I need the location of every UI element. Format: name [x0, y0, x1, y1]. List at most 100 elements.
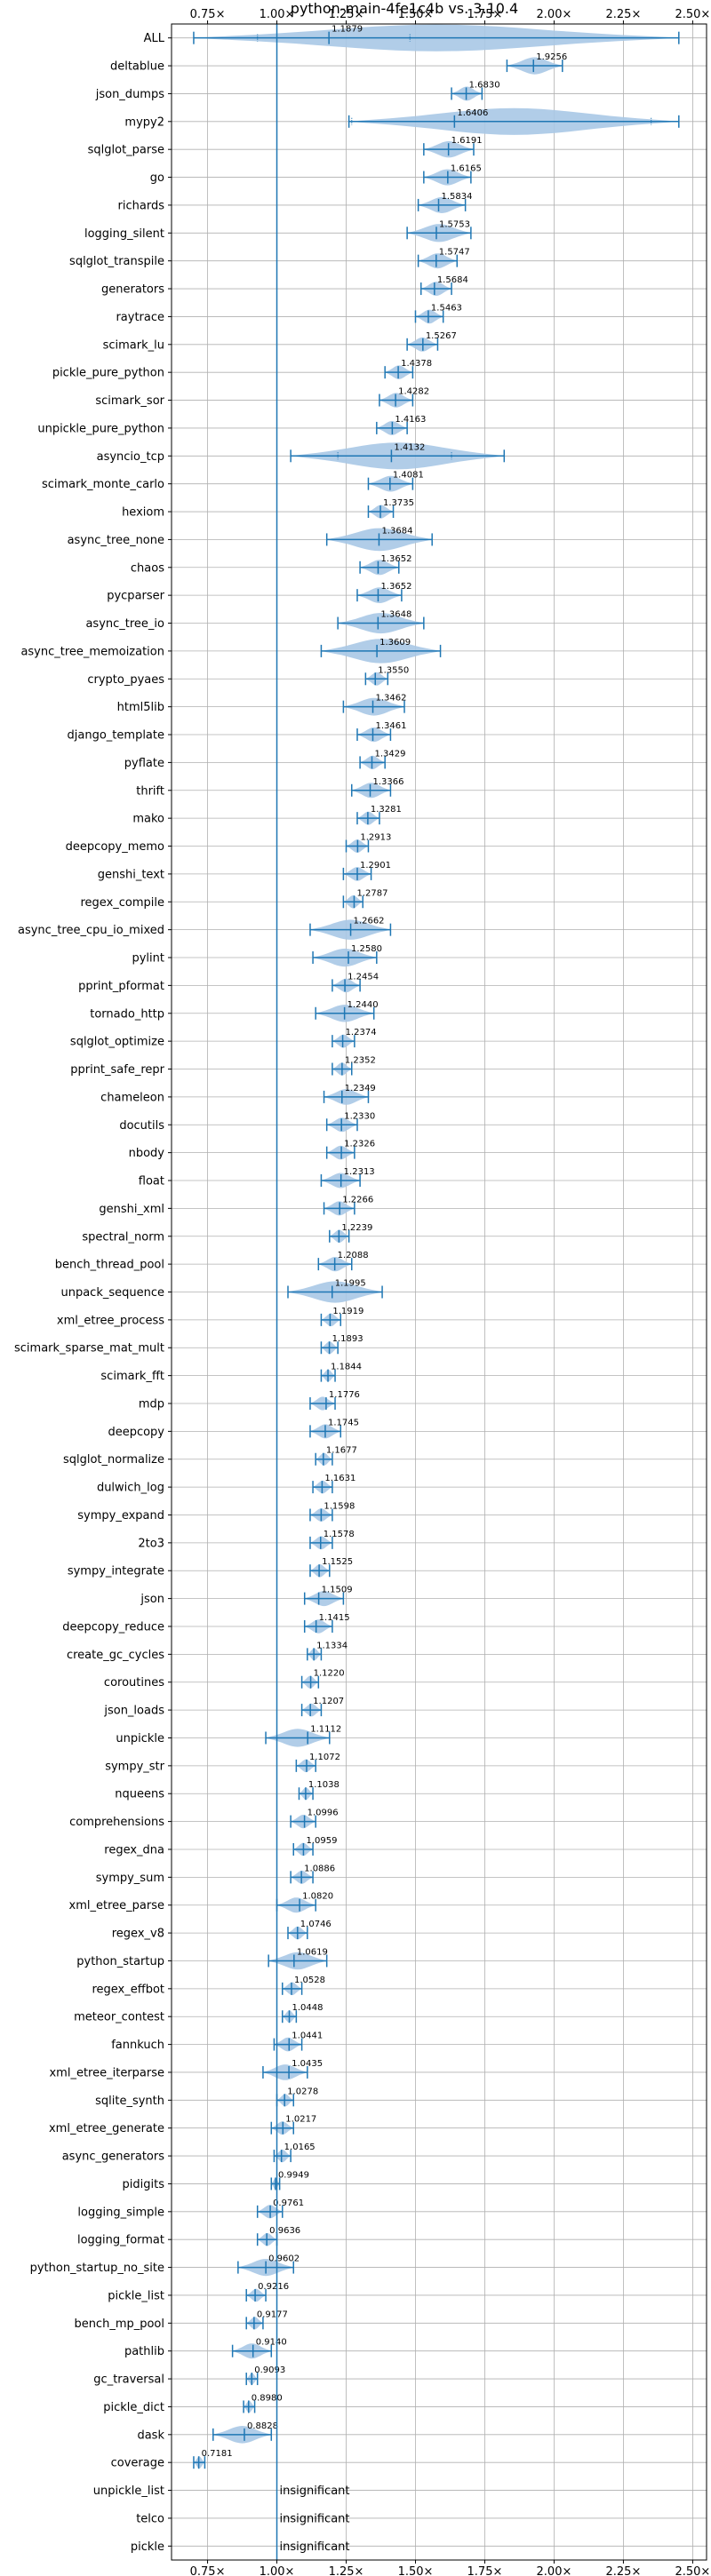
- data-label: 1.1525: [322, 1557, 353, 1567]
- data-label: 1.1598: [324, 1501, 355, 1511]
- y-tick-label: scimark_sparse_mat_mult: [14, 1342, 164, 1356]
- data-label: 1.0619: [297, 1947, 328, 1957]
- y-tick-label: pprint_pformat: [78, 980, 164, 993]
- data-label: 0.9177: [257, 2310, 288, 2319]
- y-tick-label: hexiom: [122, 506, 164, 520]
- y-tick-label: sqlglot_optimize: [70, 1036, 164, 1049]
- data-label: 1.0217: [285, 2115, 316, 2125]
- data-label: 1.2374: [346, 1028, 377, 1038]
- data-label: 1.1207: [313, 1697, 344, 1706]
- data-label: 1.5684: [437, 275, 468, 285]
- data-label: 1.9256: [536, 52, 567, 62]
- y-tick-label: spectral_norm: [82, 1230, 164, 1244]
- y-tick-label: generators: [101, 283, 164, 297]
- data-label: 1.5747: [439, 248, 470, 258]
- y-tick-label: unpack_sequence: [60, 1286, 164, 1300]
- y-tick-label: regex_dna: [104, 1843, 164, 1856]
- data-label: 1.3366: [373, 777, 404, 787]
- y-tick-label: regex_compile: [80, 896, 164, 910]
- x-tick-label-bottom: 1.25×: [329, 2565, 364, 2576]
- x-tick-label-top: 2.25×: [606, 8, 642, 21]
- insignificant-label: insignificant: [280, 2485, 350, 2498]
- y-tick-label: go: [150, 171, 164, 185]
- data-label: 0.9140: [256, 2338, 287, 2348]
- y-tick-label: sympy_expand: [77, 1509, 164, 1523]
- data-label: 1.2913: [360, 833, 391, 843]
- data-label: 1.2662: [354, 917, 385, 926]
- data-label: 0.9949: [278, 2170, 309, 2180]
- y-tick-label: chameleon: [100, 1091, 164, 1104]
- data-label: 1.1578: [324, 1530, 355, 1539]
- y-tick-label: regex_v8: [112, 1928, 164, 1941]
- chart-title: python-main-4fe1c4b vs. 3.10.4: [291, 0, 518, 17]
- x-tick-label-top: 1.50×: [398, 8, 434, 21]
- data-label: 1.1879: [332, 25, 363, 35]
- y-tick-label: pickle_list: [108, 2289, 164, 2302]
- data-label: 1.6830: [469, 80, 500, 90]
- y-tick-label: dulwich_log: [97, 1482, 164, 1495]
- data-label: 1.4282: [398, 387, 429, 397]
- data-label: 0.7181: [202, 2449, 233, 2459]
- data-label: 1.1919: [332, 1307, 363, 1316]
- data-label: 0.8828: [247, 2421, 278, 2431]
- y-tick-label: deepcopy_memo: [66, 840, 164, 854]
- data-label: 1.5834: [442, 192, 473, 202]
- x-axis-top: 0.75× 1.00× 1.25× 1.50× 1.75× 2.00× 2.25× 2.50×: [190, 8, 710, 24]
- x-tick-label-top: 2.00×: [537, 8, 572, 21]
- data-label: 1.2787: [356, 888, 387, 898]
- y-tick-label: meteor_contest: [74, 2011, 164, 2024]
- y-tick-label: mdp: [139, 1397, 164, 1411]
- y-tick-label: sqlglot_normalize: [63, 1453, 164, 1467]
- y-tick-label: tornado_http: [90, 1007, 164, 1021]
- data-label: 1.0165: [284, 2143, 316, 2152]
- data-label: 1.1509: [322, 1586, 353, 1595]
- data-label: 1.3609: [379, 638, 411, 648]
- data-label: 1.2454: [348, 972, 379, 982]
- x-tick-label-top: 1.00×: [260, 8, 295, 21]
- x-tick-label-top: 1.75×: [467, 8, 503, 21]
- data-label: 1.3648: [380, 610, 411, 620]
- y-tick-label: mypy2: [124, 115, 164, 129]
- y-tick-label: scimark_fft: [100, 1370, 164, 1383]
- data-label: 1.1893: [332, 1334, 363, 1344]
- y-tick-label: xml_etree_generate: [49, 2122, 164, 2135]
- data-label: 0.9602: [268, 2254, 300, 2264]
- y-tick-label: gc_traversal: [93, 2373, 164, 2387]
- y-tick-label: telco: [136, 2512, 164, 2525]
- y-tick-label: logging_silent: [84, 227, 164, 241]
- y-tick-label: comprehensions: [69, 1816, 164, 1829]
- data-label: 1.4378: [401, 359, 432, 369]
- x-tick-label-top: 1.25×: [329, 8, 364, 21]
- data-label: 0.9761: [273, 2198, 304, 2208]
- data-label: 1.1072: [309, 1753, 340, 1762]
- x-tick-label-bottom: 0.75×: [190, 2565, 226, 2576]
- y-tick-label: chaos: [131, 561, 164, 575]
- x-tick-label-bottom: 1.00×: [260, 2565, 295, 2576]
- data-label: 1.0886: [304, 1864, 335, 1873]
- data-label: 1.0746: [300, 1920, 332, 1929]
- y-tick-label: ALL: [144, 32, 165, 45]
- y-tick-label: nbody: [129, 1147, 165, 1160]
- data-label: 1.0996: [308, 1809, 339, 1818]
- y-axis-labels: ALL deltablue json_dumps mypy2 sqlglot_parse…: [14, 32, 172, 2554]
- y-tick-label: pyflate: [124, 757, 164, 770]
- data-label: 1.1844: [331, 1363, 362, 1372]
- y-tick-label: unpickle_pure_python: [37, 422, 164, 435]
- y-tick-label: dask: [137, 2429, 164, 2442]
- data-label: 1.1745: [328, 1418, 359, 1427]
- grid: [172, 24, 707, 2560]
- y-tick-label: crypto_pyaes: [87, 673, 164, 687]
- data-label: 1.3429: [374, 749, 405, 759]
- data-label: 1.0441: [292, 2031, 323, 2041]
- y-tick-label: json_dumps: [95, 88, 164, 101]
- y-tick-label: deepcopy_reduce: [62, 1620, 164, 1634]
- data-label: 1.0448: [292, 2003, 324, 2013]
- y-tick-label: nqueens: [115, 1788, 164, 1801]
- y-tick-label: pprint_safe_repr: [70, 1063, 164, 1077]
- y-tick-label: unpickle: [116, 1732, 164, 1745]
- data-label: 1.2901: [360, 861, 391, 871]
- data-label: 1.3652: [380, 554, 411, 564]
- y-tick-label: xml_etree_process: [57, 1314, 164, 1327]
- y-tick-label: scimark_monte_carlo: [42, 478, 164, 491]
